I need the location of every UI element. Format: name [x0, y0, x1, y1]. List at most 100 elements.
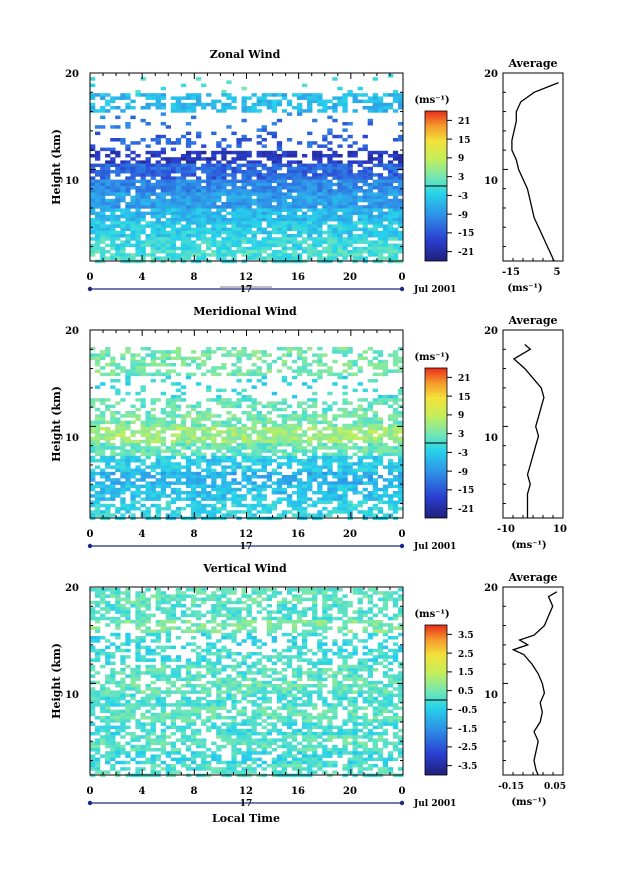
heatmap-cell: [322, 626, 328, 630]
heatmap-cell: [286, 481, 293, 485]
heatmap-cell: [180, 391, 187, 396]
heatmap-cell: [297, 597, 303, 602]
heatmap-cell: [211, 503, 217, 508]
heatmap-cell: [261, 455, 267, 460]
heatmap-cell: [256, 240, 262, 244]
heatmap-cell: [286, 430, 293, 434]
heatmap-cell: [362, 626, 368, 630]
heatmap-cell: [185, 455, 192, 460]
heatmap-cell: [241, 388, 247, 393]
heatmap-cell: [322, 240, 328, 244]
heatmap-cell: [387, 74, 394, 78]
heatmap-cell: [201, 166, 207, 171]
x-tick-label: 12: [239, 272, 253, 283]
heatmap-cell: [281, 613, 288, 618]
heatmap-cell: [135, 211, 141, 216]
heatmap-cell: [372, 186, 378, 190]
heatmap-cell: [170, 363, 177, 367]
heatmap-cell: [281, 234, 288, 238]
heatmap-cell: [241, 455, 247, 460]
heatmap-cell: [160, 211, 166, 216]
heatmap-cell: [90, 446, 96, 450]
heatmap-cell: [367, 632, 373, 637]
heatmap-cell: [322, 109, 328, 113]
heatmap-cell: [261, 353, 267, 357]
heatmap-cell: [332, 166, 338, 171]
heatmap-cell: [276, 93, 283, 97]
heatmap-cell: [90, 205, 96, 209]
heatmap-cell: [170, 395, 177, 399]
heatmap-cell: [367, 507, 373, 511]
heatmap-cell: [317, 420, 323, 425]
heatmap-cell: [312, 118, 318, 123]
heatmap-cell: [251, 481, 257, 485]
heatmap-cell: [302, 221, 308, 225]
heatmap-cell: [140, 427, 146, 431]
heatmap-cell: [367, 253, 373, 257]
heatmap-cell: [90, 224, 96, 228]
heatmap-cell: [332, 439, 338, 444]
heatmap-cell: [261, 166, 267, 171]
heatmap-cell: [206, 446, 212, 450]
heatmap-cell: [352, 202, 358, 206]
heatmap-cell: [398, 423, 404, 428]
heatmap-cell: [211, 205, 217, 209]
heatmap-cell: [357, 465, 363, 469]
heatmap-cell: [372, 379, 378, 383]
heatmap-cell: [342, 176, 348, 180]
heatmap-cell: [271, 243, 277, 248]
heatmap-cell: [226, 443, 232, 447]
heatmap-cell: [357, 407, 363, 412]
heatmap-cell: [140, 620, 146, 624]
heatmap-cell: [125, 224, 131, 228]
heatmap-cell: [105, 610, 111, 614]
heatmap-cell: [95, 616, 101, 621]
heatmap-cell: [372, 372, 378, 377]
heatmap-cell: [160, 147, 166, 152]
heatmap-cell: [246, 433, 252, 437]
heatmap-cell: [90, 513, 96, 517]
heatmap-cell: [291, 507, 298, 511]
heatmap-cell: [367, 218, 373, 222]
heatmap-cell: [387, 227, 394, 232]
heatmap-cell: [347, 237, 353, 241]
heatmap-cell: [398, 359, 404, 364]
heatmap-cell: [130, 513, 136, 517]
heatmap-cell: [377, 154, 384, 158]
heatmap-cell: [125, 613, 131, 618]
heatmap-cell: [110, 459, 116, 463]
heatmap-cell: [352, 227, 358, 232]
heatmap-cell: [90, 83, 96, 88]
heatmap-cell: [110, 385, 116, 389]
heatmap-cell: [185, 607, 192, 611]
heatmap-cell: [160, 468, 166, 473]
heatmap-cell: [175, 109, 182, 113]
heatmap-cell: [95, 150, 101, 155]
heatmap-cell: [135, 600, 141, 605]
heatmap-cell: [312, 198, 318, 203]
heatmap-cell: [377, 436, 384, 441]
heatmap-cell: [191, 478, 197, 482]
heatmap-cell: [170, 227, 177, 232]
heatmap-cell: [398, 250, 404, 254]
heatmap-cell: [291, 626, 298, 630]
heatmap-cell: [236, 623, 242, 627]
heatmap-cell: [211, 594, 217, 598]
heatmap-cell: [312, 176, 318, 180]
heatmap-cell: [342, 163, 348, 168]
heatmap-cell: [377, 363, 384, 367]
heatmap-cell: [382, 600, 389, 605]
heatmap-cell: [357, 382, 363, 386]
heatmap-cell: [175, 160, 182, 164]
heatmap-cell: [120, 93, 126, 97]
heatmap-cell: [231, 487, 237, 492]
heatmap-cell: [246, 170, 252, 174]
heatmap-cell: [125, 144, 131, 148]
heatmap-cell: [110, 404, 116, 409]
heatmap-cell: [236, 166, 242, 171]
heatmap-cell: [372, 494, 378, 498]
heatmap-cell: [95, 427, 101, 431]
heatmap-cell: [271, 616, 277, 621]
heatmap-cell: [302, 500, 308, 505]
heatmap-cell: [241, 150, 247, 155]
